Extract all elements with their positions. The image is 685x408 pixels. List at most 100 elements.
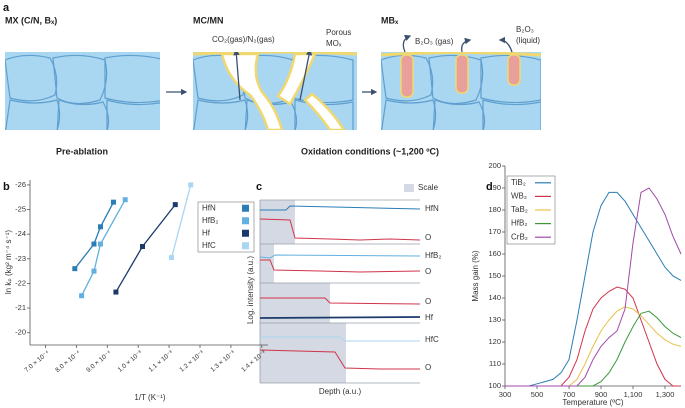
y-tick-label: -23 <box>15 254 26 263</box>
legend-label: Hf <box>202 228 211 237</box>
trace-label: HfC <box>425 335 439 344</box>
x-tick-label: 8.0 × 10⁻⁴ <box>54 349 82 374</box>
stage-label: MC/MN <box>193 15 224 25</box>
trace-label: O <box>425 233 431 242</box>
x-tick-label: 1.0 × 10⁻³ <box>117 349 145 374</box>
data-point <box>188 182 194 188</box>
annotation: (liquid) <box>516 36 540 45</box>
legend-swatch <box>242 204 249 212</box>
legend-label: TaB₂ <box>511 205 528 214</box>
y-tick-label: 110 <box>489 359 501 368</box>
legend-label: HfB₂ <box>511 219 527 228</box>
panel-letter: d <box>486 181 493 193</box>
legend-label: TiB₂ <box>511 178 526 187</box>
y-tick-label: 140 <box>488 293 501 302</box>
schematic-pre <box>5 52 160 130</box>
series-line <box>505 306 682 387</box>
legend-label: WB₂ <box>511 192 527 201</box>
data-point <box>79 293 85 299</box>
y-tick-label: 190 <box>488 183 501 192</box>
y-axis-label: ln kₚ (kg² m⁻⁴ s⁻¹) <box>4 230 13 295</box>
series-line <box>81 199 126 296</box>
x-tick-label: 1.3 × 10⁻³ <box>209 349 237 374</box>
panel-letter: a <box>3 2 10 14</box>
legend-swatch <box>242 217 249 225</box>
y-tick-label: 170 <box>488 227 501 236</box>
x-tick-label: 1,300 <box>656 390 675 399</box>
x-tick-label: 700 <box>563 390 576 399</box>
data-point <box>91 268 97 274</box>
x-tick-label: 9.0 × 10⁻⁴ <box>85 349 113 374</box>
y-tick-label: 120 <box>488 337 501 346</box>
y-tick-label: 200 <box>488 161 501 170</box>
panel-a: a MX (C/N, Bₓ) MC/MN MBₓ CO₂(gas)/N₂(gas… <box>3 2 541 156</box>
trace-label: O <box>425 297 431 306</box>
x-tick-label: 500 <box>531 390 544 399</box>
series-line <box>505 286 681 387</box>
trace-label: HfN <box>425 204 439 213</box>
data-point <box>110 199 116 205</box>
x-tick-label: 300 <box>499 390 512 399</box>
schematic-boride <box>381 52 541 130</box>
legend-swatch <box>242 242 249 250</box>
series-line <box>505 310 682 387</box>
data-point <box>172 202 178 208</box>
trace-label: Hf <box>425 313 434 322</box>
y-tick-label: -22 <box>15 278 26 287</box>
legend-label: HfN <box>202 203 216 212</box>
data-point <box>122 197 128 203</box>
series-line <box>505 187 682 387</box>
trace-label: O <box>425 363 431 372</box>
legend-label: HfB₂ <box>202 216 218 225</box>
data-point <box>97 241 103 247</box>
trace-label: HfB₂ <box>425 251 441 260</box>
data-point <box>91 241 97 247</box>
caption: Pre-ablation <box>56 146 108 156</box>
stage-label: MX (C/N, Bₓ) <box>5 15 57 25</box>
x-tick-label: 1.1 × 10⁻³ <box>148 349 176 374</box>
series-line <box>74 201 115 270</box>
legend-swatch <box>404 184 414 192</box>
y-tick-label: 160 <box>488 249 501 258</box>
data-point <box>113 289 119 295</box>
data-point <box>140 243 146 249</box>
x-tick-label: 1,100 <box>624 390 643 399</box>
y-tick-label: -21 <box>15 303 26 312</box>
y-tick-label: -25 <box>15 205 26 214</box>
annotation: B₂O₃ <box>516 25 534 34</box>
y-tick-label: 180 <box>488 205 501 214</box>
x-axis-label: Depth (a.u.) <box>319 387 362 396</box>
series-line <box>505 191 682 387</box>
series-line <box>170 184 192 258</box>
legend-label: HfC <box>202 241 216 250</box>
annotation: CO₂(gas)/N₂(gas) <box>212 35 275 44</box>
caption: Oxidation conditions (~1,200 ºC) <box>301 146 439 156</box>
legend-label: Scale <box>418 183 439 192</box>
annotation: Porous <box>326 28 351 37</box>
y-tick-label: -26 <box>15 180 26 189</box>
x-tick-label: 900 <box>595 390 608 399</box>
data-point <box>72 266 78 272</box>
series-line <box>115 204 176 293</box>
panel-letter: c <box>256 181 262 193</box>
legend-label: CrB₂ <box>511 232 528 241</box>
y-axis-label: Mass gain (%) <box>471 250 480 301</box>
x-tick-label: 7.0 × 10⁻⁴ <box>23 349 51 374</box>
x-axis-label: 1/T (K⁻¹) <box>134 393 166 402</box>
y-tick-label: -20 <box>15 328 26 337</box>
x-axis-label: Temperature (ºC) <box>562 398 623 407</box>
legend-swatch <box>242 229 249 237</box>
y-tick-label: 130 <box>488 315 501 324</box>
y-tick-label: 150 <box>488 271 501 280</box>
schematic-oxidation <box>193 52 357 130</box>
trace-label: O <box>425 267 431 276</box>
y-tick-label: -24 <box>15 229 26 238</box>
annotation: MOₓ <box>326 39 342 48</box>
y-tick-label: 100 <box>488 381 501 390</box>
panel-c: c Scale HfN O HfB₂ O O Hf HfC O Depth <box>246 181 441 396</box>
annotation: B₂O₃ (gas) <box>415 37 454 46</box>
x-tick-label: 1.2 × 10⁻³ <box>178 349 206 374</box>
data-point <box>169 255 175 261</box>
y-axis-label: Log. intensity (a.u.) <box>246 256 255 324</box>
